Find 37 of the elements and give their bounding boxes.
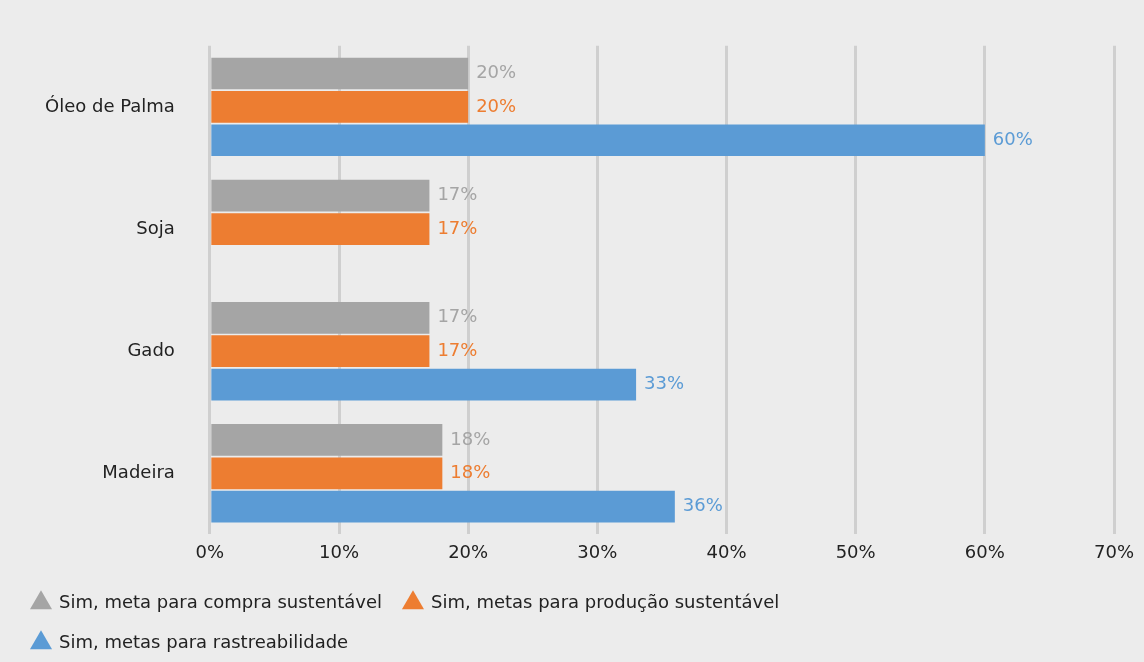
text: 20% [476, 61, 517, 83]
bar [211, 57, 469, 90]
bar [211, 124, 985, 157]
bar [211, 179, 430, 212]
x-tick-label: 10% [319, 540, 360, 562]
text: 17% [437, 338, 478, 360]
bar [211, 301, 430, 334]
x-tick-label: 0% [195, 540, 225, 562]
text: 17% [437, 305, 478, 327]
bar [211, 368, 637, 401]
text: 18% [450, 427, 491, 449]
y-tick-label: Gado [127, 338, 175, 360]
text: 60% [992, 127, 1033, 149]
text: 20% [476, 94, 517, 116]
y-tick-label: Óleo de Palma [45, 94, 175, 116]
x-tick-label: 50% [835, 540, 876, 562]
x-tick-label: 60% [964, 540, 1005, 562]
bar [211, 424, 443, 456]
bar [211, 213, 430, 245]
text: 18% [450, 461, 491, 482]
y-tick-label: Madeira [102, 461, 175, 482]
text: 33% [644, 372, 685, 394]
text: 36% [682, 494, 723, 516]
bar [211, 335, 430, 368]
legend-label: Sim, meta para compra sustentável [59, 590, 382, 612]
bar [211, 91, 469, 123]
x-tick-label: 30% [577, 540, 618, 562]
bar [211, 457, 443, 490]
x-tick-label: 40% [706, 540, 747, 562]
y-tick-label: Soja [136, 216, 175, 238]
x-tick-label: 20% [448, 540, 489, 562]
text: 17% [437, 183, 478, 205]
x-tick-label: 70% [1093, 540, 1135, 562]
text: 17% [437, 216, 478, 238]
legend-label: Sim, metas para rastreabilidade [59, 630, 349, 652]
legend-label: Sim, metas para produção sustentável [430, 590, 780, 612]
bar [211, 490, 675, 523]
